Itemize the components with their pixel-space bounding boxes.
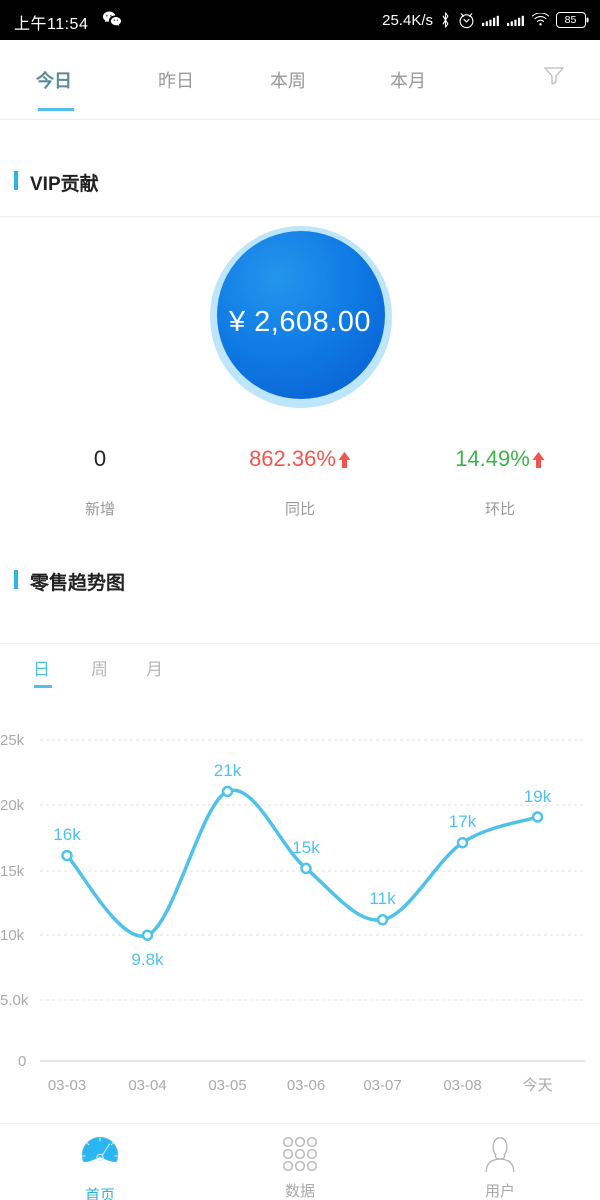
svg-text:03-08: 03-08 xyxy=(443,1077,481,1094)
svg-text:5.0k: 5.0k xyxy=(0,992,29,1009)
svg-text:03-07: 03-07 xyxy=(363,1077,401,1094)
svg-text:25k: 25k xyxy=(0,732,25,749)
svg-text:19k: 19k xyxy=(524,787,552,806)
svg-text:17k: 17k xyxy=(449,812,477,831)
svg-text:03-03: 03-03 xyxy=(48,1077,86,1094)
svg-text:15k: 15k xyxy=(0,863,25,880)
svg-text:今天: 今天 xyxy=(522,1077,552,1094)
svg-text:20k: 20k xyxy=(0,797,25,814)
svg-text:0: 0 xyxy=(18,1053,26,1070)
svg-text:11k: 11k xyxy=(369,889,396,908)
svg-text:9.8k: 9.8k xyxy=(131,950,164,969)
svg-text:21k: 21k xyxy=(214,761,242,780)
svg-text:03-06: 03-06 xyxy=(287,1077,325,1094)
svg-text:03-05: 03-05 xyxy=(208,1077,246,1094)
svg-text:10k: 10k xyxy=(0,927,25,944)
svg-text:16k: 16k xyxy=(53,825,81,844)
svg-text:03-04: 03-04 xyxy=(128,1077,166,1094)
svg-text:15k: 15k xyxy=(292,838,320,857)
